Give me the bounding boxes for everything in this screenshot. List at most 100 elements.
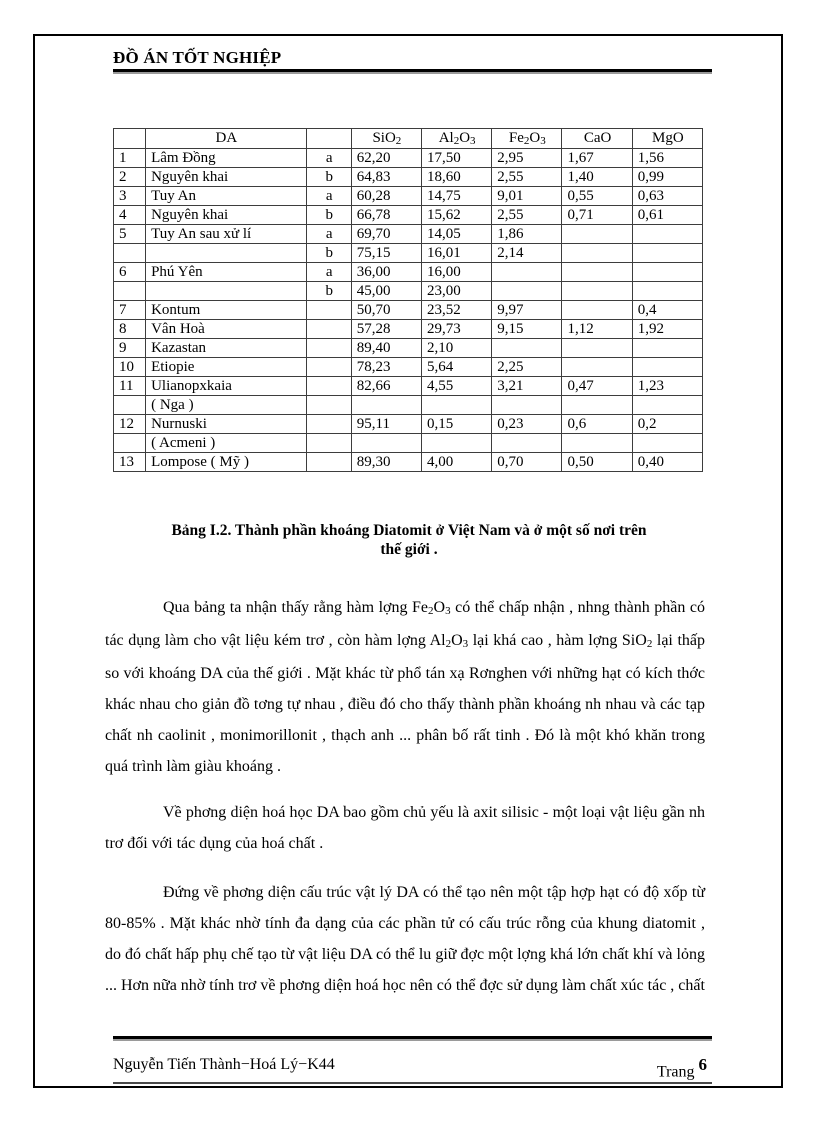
cell-name [145, 243, 307, 263]
cell-index: 1 [112, 148, 147, 168]
cell-name: ( Nga ) [145, 395, 307, 415]
cell-mgo [631, 281, 704, 301]
cell-fe2o3: 2,55 [491, 167, 563, 187]
cell-mgo: 0,61 [631, 205, 704, 225]
cell-index: 4 [112, 205, 147, 225]
cell-name: Etiopie [145, 357, 307, 377]
cell-fe2o3: 3,21 [491, 376, 563, 396]
cell-sample: a [305, 148, 352, 168]
table-row: b 75,15 16,01 2,14 [112, 243, 704, 263]
footer-divider-top [113, 1036, 712, 1041]
cell-sio2 [350, 395, 423, 415]
cell-name [145, 281, 307, 301]
cell-index: 5 [112, 224, 147, 244]
cell-sio2: 60,28 [350, 186, 423, 206]
col-header-ab [305, 128, 352, 149]
cell-al2o3: 29,73 [420, 319, 493, 339]
cell-cao [561, 224, 633, 244]
cell-sio2: 82,66 [350, 376, 423, 396]
cell-index: 8 [112, 319, 147, 339]
cell-sample: b [305, 243, 352, 263]
page-border [33, 34, 783, 1088]
cell-sample: b [305, 281, 352, 301]
col-header-sio2: SiO2 [350, 128, 423, 149]
cell-cao [561, 395, 633, 415]
footer-divider-bottom [113, 1082, 712, 1084]
cell-cao [561, 300, 633, 320]
table-row: 9 Kazastan 89,40 2,10 [112, 338, 704, 358]
table-row: ( Acmeni ) [112, 433, 704, 453]
cell-fe2o3 [491, 433, 563, 453]
cell-cao: 0,50 [561, 452, 633, 472]
cell-fe2o3: 9,97 [491, 300, 563, 320]
body-paragraph-3: Đứng về phơng diện cấu trúc vật lý DA có… [105, 884, 705, 994]
col-header-da: DA [145, 128, 307, 149]
cell-cao: 0,55 [561, 186, 633, 206]
cell-fe2o3 [491, 262, 563, 282]
composition-table: DA SiO2 Al2O3 Fe2O3 CaO MgO 1 Lâm Đồng a 62… [112, 128, 704, 472]
cell-fe2o3: 9,15 [491, 319, 563, 339]
cell-mgo: 0,99 [631, 167, 704, 187]
cell-sample [305, 414, 352, 434]
cell-mgo: 0,4 [631, 300, 704, 320]
table-row: 13 Lompose ( Mỹ ) 89,30 4,00 0,70 0,50 0,40 [112, 452, 704, 472]
cell-name: Nguyên khai [145, 205, 307, 225]
cell-name: ( Acmeni ) [145, 433, 307, 453]
cell-mgo: 1,23 [631, 376, 704, 396]
cell-index: 11 [112, 376, 147, 396]
cell-cao: 1,12 [561, 319, 633, 339]
cell-sample: b [305, 167, 352, 187]
cell-sio2: 66,78 [350, 205, 423, 225]
cell-al2o3: 23,52 [420, 300, 493, 320]
cell-name: Ulianopxkaia [145, 376, 307, 396]
cell-mgo [631, 395, 704, 415]
cell-sample [305, 300, 352, 320]
cell-fe2o3: 9,01 [491, 186, 563, 206]
table-row: 1 Lâm Đồng a 62,20 17,50 2,95 1,67 1,56 [112, 148, 704, 168]
cell-sio2: 45,00 [350, 281, 423, 301]
cell-sample: a [305, 186, 352, 206]
cell-sio2: 95,11 [350, 414, 423, 434]
cell-fe2o3: 1,86 [491, 224, 563, 244]
cell-cao [561, 357, 633, 377]
col-header-mgo: MgO [631, 128, 704, 149]
cell-sio2: 75,15 [350, 243, 423, 263]
cell-name: Phú Yên [145, 262, 307, 282]
cell-sample: a [305, 262, 352, 282]
cell-cao: 1,40 [561, 167, 633, 187]
cell-sio2: 69,70 [350, 224, 423, 244]
cell-al2o3: 16,01 [420, 243, 493, 263]
cell-index: 9 [112, 338, 147, 358]
cell-fe2o3 [491, 281, 563, 301]
cell-name: Lompose ( Mỹ ) [145, 452, 307, 472]
cell-sample [305, 357, 352, 377]
cell-mgo: 0,2 [631, 414, 704, 434]
cell-mgo [631, 224, 704, 244]
cell-sio2: 57,28 [350, 319, 423, 339]
composition-table-wrapper: DA SiO2 Al2O3 Fe2O3 CaO MgO 1 Lâm Đồng a 62… [112, 128, 704, 472]
cell-sample [305, 376, 352, 396]
cell-al2o3: 4,55 [420, 376, 493, 396]
cell-fe2o3: 0,70 [491, 452, 563, 472]
table-row: ( Nga ) [112, 395, 704, 415]
table-row: 7 Kontum 50,70 23,52 9,97 0,4 [112, 300, 704, 320]
cell-name: Nguyên khai [145, 167, 307, 187]
cell-cao [561, 338, 633, 358]
cell-name: Tuy An [145, 186, 307, 206]
body-paragraph-1: Qua bảng ta nhận thấy rằng hàm lợng Fe2O… [105, 599, 706, 775]
cell-fe2o3 [491, 338, 563, 358]
footer-page: Trang 6 [657, 1055, 707, 1082]
cell-cao: 0,47 [561, 376, 633, 396]
cell-index: 13 [112, 452, 147, 472]
cell-al2o3 [420, 395, 493, 415]
cell-name: Kazastan [145, 338, 307, 358]
cell-mgo [631, 433, 704, 453]
cell-index: 3 [112, 186, 147, 206]
cell-sio2: 78,23 [350, 357, 423, 377]
footer-page-label: Trang [656, 1063, 695, 1081]
cell-al2o3: 17,50 [420, 148, 493, 168]
table-row: 5 Tuy An sau xử lí a 69,70 14,05 1,86 [112, 224, 704, 244]
cell-fe2o3: 0,23 [491, 414, 563, 434]
table-row: 3 Tuy An a 60,28 14,75 9,01 0,55 0,63 [112, 186, 704, 206]
